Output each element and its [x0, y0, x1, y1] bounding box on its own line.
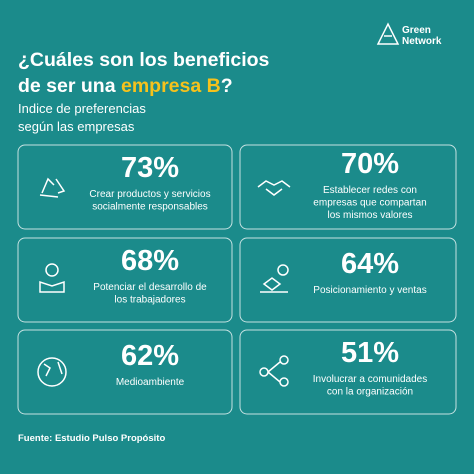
card: 70% Establecer redes con empresas que comp… — [239, 144, 457, 230]
card-text: Establecer redes con — [323, 185, 417, 196]
card-text: con la organización — [327, 387, 413, 398]
cards: 73% Crear productos y servicios socialment… — [17, 144, 457, 415]
card-percent: 70% — [341, 148, 399, 180]
card-icon — [259, 355, 289, 387]
title-line1: ¿Cuáles son los beneficios — [18, 49, 270, 71]
card-text: Potenciar el desarrollo de — [93, 282, 207, 293]
card-border — [17, 237, 233, 323]
title-start: de ser una — [18, 75, 121, 97]
card: 64% Posicionamiento y ventas — [239, 237, 457, 323]
card-text: Posicionamiento y ventas — [313, 285, 426, 296]
card-text: Medioambiente — [116, 377, 185, 388]
card-percent: 64% — [341, 248, 399, 280]
card-icon — [257, 180, 291, 196]
card-border — [239, 237, 457, 323]
card-text: empresas que compartan — [313, 198, 426, 209]
logo-icon — [376, 22, 400, 45]
card: 73% Crear productos y servicios socialment… — [17, 144, 233, 230]
title-end: ? — [221, 75, 233, 97]
card-text: socialmente responsables — [92, 202, 208, 213]
card: 68% Potenciar el desarrollo de los trabaja… — [17, 237, 233, 323]
brand-line2: Network — [402, 36, 442, 47]
card-percent: 51% — [341, 337, 399, 369]
card-percent: 73% — [121, 152, 179, 184]
card-border — [239, 144, 457, 230]
card: 62% Medioambiente — [17, 329, 233, 415]
card: 51% Involucrar a comunidades con la organi… — [239, 329, 457, 415]
title-line2: de ser una empresa B? — [18, 75, 233, 97]
card-border — [17, 144, 233, 230]
card-text: Involucrar a comunidades — [313, 374, 428, 385]
card-text: los mismos valores — [327, 210, 412, 221]
subtitle-line: Indice de preferencias — [18, 101, 146, 116]
card-border — [239, 329, 457, 415]
card-icon — [260, 264, 289, 293]
card-icon — [39, 177, 66, 198]
title-highlight: empresa B — [121, 75, 221, 97]
logo: Green Network — [376, 22, 442, 47]
card-percent: 68% — [121, 245, 179, 277]
brand-line1: Green — [402, 25, 431, 36]
card-text: Crear productos y servicios — [89, 189, 210, 200]
card-icon — [37, 357, 67, 387]
subtitle-line: según las empresas — [18, 119, 135, 134]
card-border — [17, 329, 233, 415]
footer: Fuente: Estudio Pulso Propósito — [18, 433, 165, 444]
card-text: los trabajadores — [114, 295, 185, 306]
card-icon — [39, 263, 65, 293]
card-percent: 62% — [121, 340, 179, 372]
